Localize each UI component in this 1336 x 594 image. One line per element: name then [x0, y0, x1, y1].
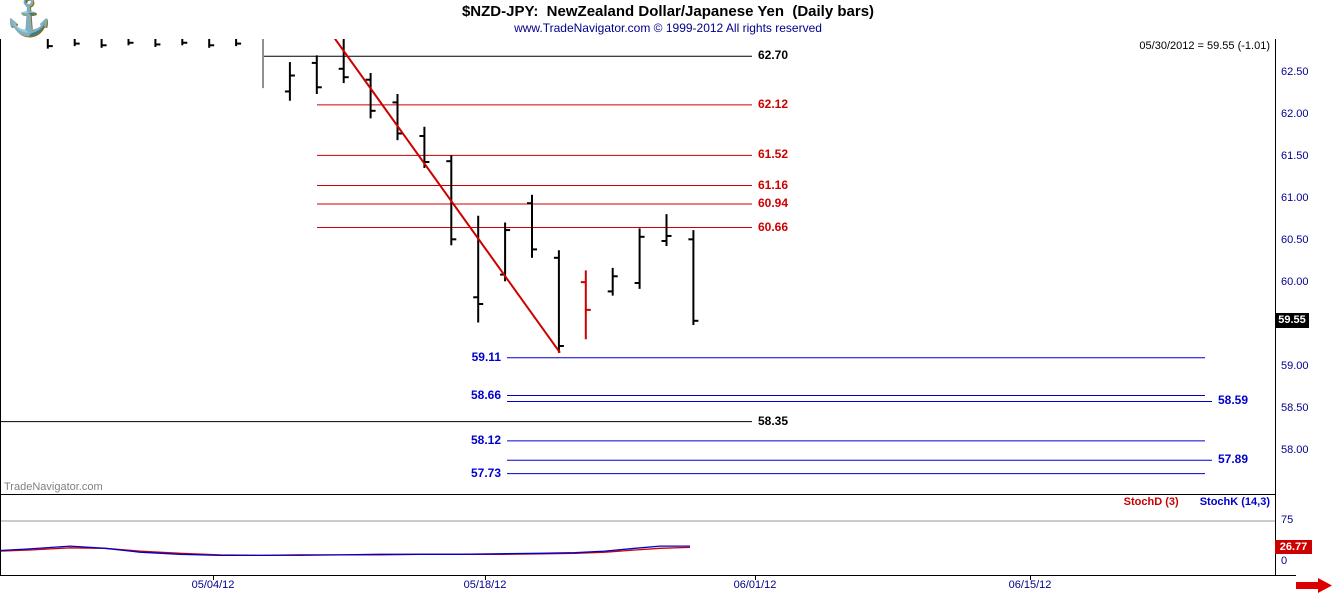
- level-label-58.66[interactable]: 58.66: [470, 387, 501, 402]
- price-bar: [100, 39, 107, 48]
- stochastic-legend: StochD (3) StochK (14,3): [1124, 496, 1270, 508]
- stochk-legend-label[interactable]: StochK (14,3): [1199, 496, 1270, 508]
- arrow-shape: [1296, 578, 1332, 593]
- date-axis-tick: [1030, 576, 1031, 580]
- price-bar: [284, 62, 295, 101]
- watermark-text: TradeNavigator.com: [4, 481, 103, 493]
- level-label-62.70[interactable]: 62.70: [758, 48, 789, 63]
- stoch-axis-label: 0: [1281, 555, 1288, 567]
- price-bar: [607, 267, 618, 296]
- price-bar: [46, 39, 53, 49]
- price-bar: [580, 270, 591, 340]
- level-label-57.89[interactable]: 57.89: [1218, 452, 1249, 467]
- price-axis-label: 60.00: [1281, 276, 1309, 288]
- stochd-legend-label[interactable]: StochD (3): [1123, 496, 1179, 508]
- price-bar: [392, 94, 403, 141]
- down-trendline[interactable]: [327, 39, 561, 354]
- price-bar: [154, 39, 161, 47]
- stochk-line: [0, 545, 690, 557]
- stochastic-panel: [0, 520, 1275, 557]
- level-label-58.59[interactable]: 58.59: [1218, 393, 1249, 408]
- price-bar: [365, 73, 376, 119]
- price-bar: [419, 126, 430, 168]
- price-bar: [553, 250, 564, 353]
- price-axis-label: 58.00: [1281, 444, 1309, 456]
- level-label-60.66[interactable]: 60.66: [758, 219, 789, 234]
- price-bar: [661, 214, 672, 247]
- price-axis-label: 59.00: [1281, 360, 1309, 372]
- price-axis-label: 62.00: [1281, 108, 1309, 120]
- chart-left-border: [0, 39, 1, 576]
- level-label-62.12[interactable]: 62.12: [758, 96, 789, 111]
- date-axis-label: 05/18/12: [463, 579, 507, 591]
- level-label-60.94[interactable]: 60.94: [758, 196, 789, 211]
- stoch-axis-label: 75: [1281, 514, 1294, 526]
- trade-navigator-anchor-logo-icon: ⚓: [6, 0, 51, 37]
- level-label-61.16[interactable]: 61.16: [758, 177, 789, 192]
- date-axis-label: 06/15/12: [1008, 579, 1052, 591]
- price-bar: [181, 39, 188, 46]
- price-axis-label: 60.50: [1281, 234, 1309, 246]
- date-axis-line: [0, 575, 1296, 576]
- level-label-58.35[interactable]: 58.35: [758, 413, 789, 428]
- level-label-59.11[interactable]: 59.11: [471, 349, 501, 364]
- price-axis-label: 58.50: [1281, 402, 1309, 414]
- last-quote-stamp: 05/30/2012 = 59.55 (-1.01): [1139, 40, 1270, 52]
- price-panel: [0, 39, 1212, 475]
- price-axis-label: 61.50: [1281, 150, 1309, 162]
- price-bar: [311, 55, 322, 94]
- last-price-badge: 59.55: [1275, 313, 1309, 328]
- date-axis-tick: [213, 576, 214, 580]
- date-axis-label: 06/01/12: [733, 579, 777, 591]
- price-bar: [208, 39, 215, 48]
- price-bar: [527, 194, 537, 258]
- price-bar: [73, 39, 80, 47]
- date-axis-label: 05/04/12: [191, 579, 235, 591]
- panel-divider-line: [0, 494, 1276, 495]
- price-bar: [473, 215, 484, 323]
- price-bar: [688, 230, 699, 325]
- level-label-57.73[interactable]: 57.73: [470, 465, 501, 480]
- price-bar: [634, 228, 645, 289]
- date-axis-tick: [485, 576, 486, 580]
- chart-title: $NZD-JPY: NewZealand Dollar/Japanese Yen…: [461, 3, 875, 20]
- level-label-58.12[interactable]: 58.12: [470, 432, 501, 447]
- price-axis-label: 62.50: [1281, 66, 1309, 78]
- price-axis-separator: [1275, 39, 1276, 576]
- price-bar: [127, 39, 134, 46]
- price-bar: [338, 39, 349, 84]
- copyright-line: www.TradeNavigator.com © 1999-2012 All r…: [514, 21, 822, 35]
- stochd-value-badge: 26.77: [1275, 540, 1312, 554]
- price-axis-label: 61.00: [1281, 192, 1309, 204]
- scroll-right-arrow-icon[interactable]: [1296, 577, 1334, 594]
- level-label-61.52[interactable]: 61.52: [758, 147, 789, 162]
- date-axis-tick: [755, 576, 756, 580]
- price-bar: [235, 39, 242, 47]
